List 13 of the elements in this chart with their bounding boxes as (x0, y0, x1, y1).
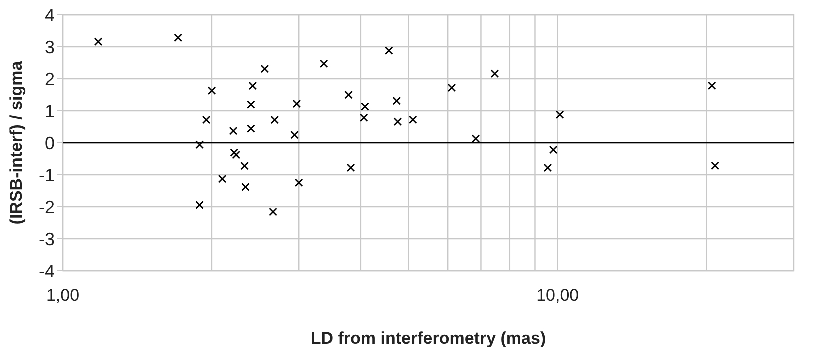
x-tick-label: 1,00 (46, 286, 80, 305)
y-tick-label: -3 (38, 229, 55, 250)
y-tick-label: -2 (38, 197, 55, 218)
y-tick-label: 2 (44, 69, 55, 90)
x-axis-title: LD from interferometry (mas) (310, 329, 546, 348)
y-tick-label: 0 (44, 133, 55, 154)
y-tick-label: 4 (44, 5, 55, 26)
y-tick-label: -4 (38, 261, 55, 282)
y-tick-label: 3 (44, 37, 55, 58)
x-tick-label: 10,00 (536, 286, 580, 305)
y-tick-label: -1 (38, 165, 55, 186)
y-axis-title: (IRSB-interf) / sigma (7, 60, 26, 225)
y-tick-label: 1 (44, 101, 55, 122)
